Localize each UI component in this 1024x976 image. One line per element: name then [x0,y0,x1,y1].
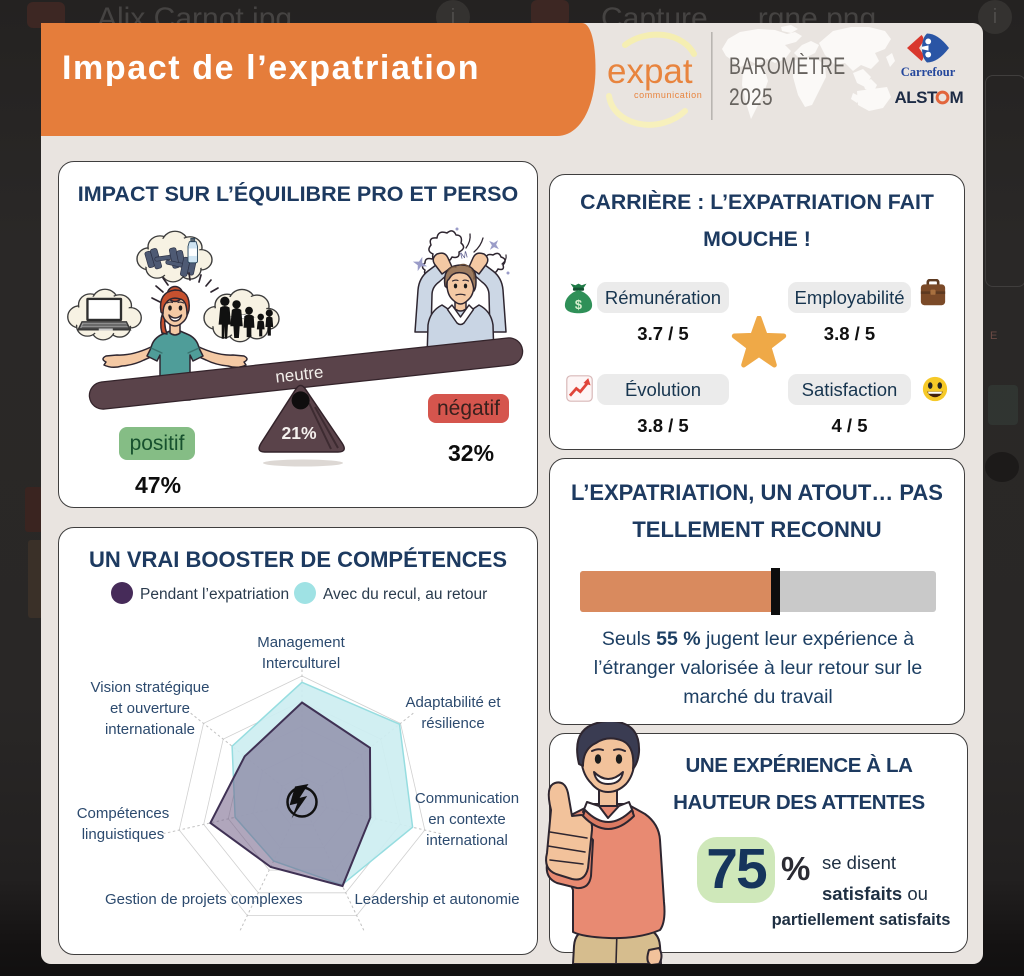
svg-text:M: M [459,249,469,261]
svg-text:M: M [950,88,964,107]
svg-text:expat: expat [607,52,693,91]
svg-text:2025: 2025 [729,83,773,111]
svg-text:$: $ [575,297,582,312]
svg-text:communication: communication [634,90,702,100]
svg-text:ALST: ALST [895,88,939,107]
svg-text:21%: 21% [281,423,316,443]
svg-text:BAROMÈTRE: BAROMÈTRE [729,51,846,80]
svg-text:Carrefour: Carrefour [901,65,956,79]
